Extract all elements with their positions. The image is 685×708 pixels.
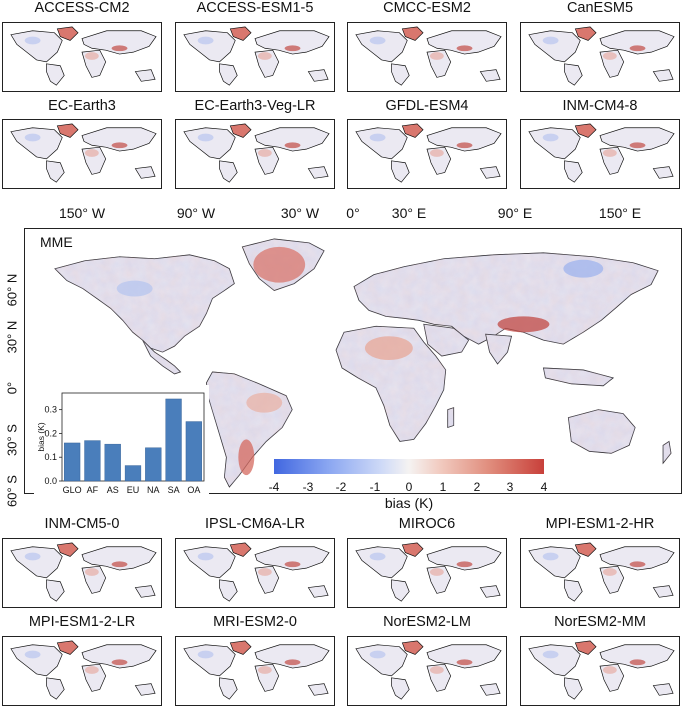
model-title: GFDL-ESM4	[385, 98, 469, 114]
colorbar-tick: -4	[268, 480, 280, 494]
bar-chart-svg: 0.0 0.1 0.2 0.3 bias (K) GLO AF AS EU NA SA OA	[34, 385, 209, 503]
x-tick-label: SA	[168, 485, 180, 495]
y-tick-label: 0.1	[44, 452, 57, 462]
coldspot-canada	[116, 280, 153, 297]
lat-label: 60° S	[4, 475, 20, 507]
model-bias-map	[175, 119, 335, 189]
x-tick-label: NA	[147, 485, 160, 495]
colorbar-tick: 2	[473, 480, 481, 494]
inset-background	[34, 385, 209, 503]
lon-label: 150° W	[58, 205, 106, 221]
bar	[185, 421, 202, 482]
y-tick-label: 0.0	[44, 476, 57, 486]
model-bias-map	[175, 636, 335, 706]
bar	[64, 442, 81, 482]
bar	[84, 440, 101, 482]
model-title: INM-CM4-8	[562, 98, 638, 114]
model-title: NorESM2-LM	[383, 614, 471, 630]
y-tick-label: 0.2	[44, 428, 57, 438]
lat-label: 30° N	[4, 320, 20, 354]
mme-bias-map	[24, 228, 682, 494]
colorbar-tick: 3	[506, 480, 514, 494]
hotspot-greenland	[253, 246, 306, 283]
lon-label: 0°	[346, 205, 360, 221]
coldspot-siberia	[563, 259, 604, 278]
model-bias-map	[347, 636, 507, 706]
model-title: CanESM5	[566, 0, 634, 16]
y-tick-label: 0.3	[44, 405, 57, 415]
colorbar-tick: -3	[302, 480, 314, 494]
model-title: EC-Earth3-Veg-LR	[194, 98, 316, 114]
model-bias-map	[347, 119, 507, 189]
model-title: ACCESS-CM2	[34, 0, 130, 16]
model-bias-map	[347, 22, 507, 92]
x-tick-label: EU	[127, 485, 140, 495]
colorbar-tick: 4	[540, 480, 548, 494]
hotspot-brazil	[246, 392, 283, 413]
model-title: EC-Earth3	[48, 98, 116, 114]
model-bias-map	[2, 538, 162, 608]
model-bias-map	[520, 22, 680, 92]
x-tick-label: AF	[87, 485, 99, 495]
colorbar-tick: -1	[369, 480, 381, 494]
lon-label: 30° E	[391, 205, 427, 221]
hotspot-andes	[238, 439, 255, 476]
lat-label: 0°	[4, 381, 20, 395]
colorbar-label: bias (K)	[384, 495, 434, 511]
colorbar-tick: 1	[439, 480, 447, 494]
lon-label: 150° E	[598, 205, 642, 221]
model-bias-map	[2, 636, 162, 706]
model-bias-map	[347, 538, 507, 608]
bar	[145, 447, 162, 482]
model-title: INM-CM5-0	[44, 516, 120, 532]
bar	[165, 398, 182, 482]
bar	[124, 465, 142, 482]
colorbar-tick: 0	[405, 480, 413, 494]
lon-label: 90° E	[497, 205, 533, 221]
world-map	[54, 238, 672, 488]
model-bias-map	[520, 538, 680, 608]
model-title: MIROC6	[398, 516, 456, 532]
model-bias-map	[2, 119, 162, 189]
model-bias-map	[175, 22, 335, 92]
model-title: MRI-ESM2-0	[213, 614, 297, 630]
model-title: IPSL-CM6A-LR	[205, 516, 305, 532]
x-tick-label: AS	[107, 485, 119, 495]
colorbar	[274, 459, 544, 474]
lon-label: 90° W	[176, 205, 216, 221]
bar	[104, 443, 121, 482]
lat-label: 60° N	[4, 273, 20, 307]
y-axis-label: bias (K)	[36, 422, 46, 451]
lon-label: 30° W	[280, 205, 320, 221]
model-title: MPI-ESM1-2-HR	[545, 516, 655, 532]
model-title: NorESM2-MM	[554, 614, 646, 630]
model-title: MPI-ESM1-2-LR	[28, 614, 136, 630]
model-bias-map	[520, 636, 680, 706]
model-bias-map	[520, 119, 680, 189]
model-title: CMCC-ESM2	[383, 0, 471, 16]
hotspot-tibet	[497, 316, 550, 333]
regional-bias-bar-chart: 0.0 0.1 0.2 0.3 bias (K) GLO AF AS EU NA SA OA	[34, 385, 209, 503]
model-bias-map	[175, 538, 335, 608]
model-bias-map	[2, 22, 162, 92]
model-title: ACCESS-ESM1-5	[196, 0, 314, 16]
x-tick-label: GLO	[63, 485, 82, 495]
lat-label: 30° S	[4, 424, 20, 456]
hotspot-sahara	[364, 336, 413, 361]
x-tick-label: OA	[187, 485, 200, 495]
colorbar-tick: -2	[335, 480, 347, 494]
mme-label: MME	[40, 234, 73, 250]
